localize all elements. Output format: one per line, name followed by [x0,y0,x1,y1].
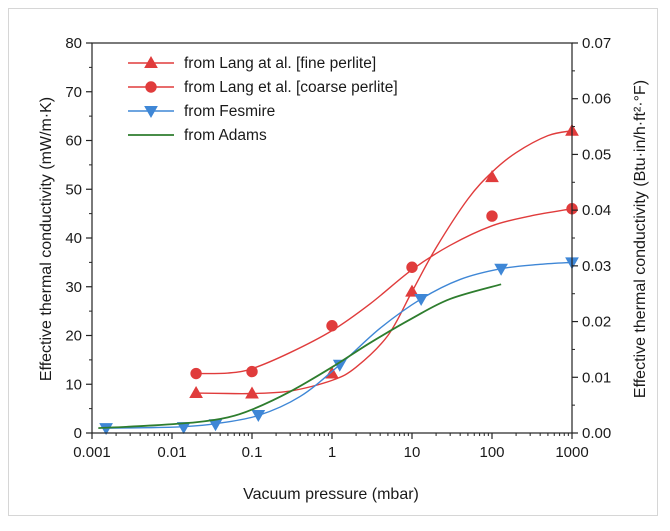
legend-marker-2 [145,81,157,93]
y2-tick-label: 0.01 [582,369,611,386]
x-tick-label: 0.001 [73,444,111,461]
legend-label-3: from Fesmire [184,103,275,120]
series-line-2 [196,208,573,375]
data-point-s1-4 [405,284,419,297]
data-point-s1-3 [325,366,339,379]
data-point-s2-4 [406,261,418,273]
x-tick-label: 100 [479,444,504,461]
y-tick-label: 80 [65,35,82,52]
y2-axis-title: Effective thermal conductivity (Btu·in/h… [632,80,649,398]
x-tick-label: 0.1 [242,444,263,461]
y-tick-label: 50 [65,181,82,198]
y-tick-label: 10 [65,376,82,393]
legend-marker-1 [144,55,158,68]
x-tick-label: 10 [404,444,421,461]
axes: 0.001 0.01 0.1 1 10 100 1000 0 10 20 30 40 50 60 70 80 0… [65,35,611,461]
x-tick-label: 1 [328,444,336,461]
legend: from Lang at al. [fine perlite] from Lang… [128,55,398,144]
y2-tick-label: 0.03 [582,258,611,275]
y-tick-label: 0 [74,425,82,442]
y2-tick-label: 0.04 [582,202,611,219]
figure-frame [8,8,658,516]
x-tick-label: 1000 [555,444,588,461]
data-point-s3-1 [99,423,113,436]
x-tick-label: 0.01 [157,444,186,461]
legend-label-2: from Lang et al. [coarse perlite] [184,79,398,96]
y2-tick-label: 0.06 [582,91,611,108]
legend-label-1: from Lang at al. [fine perlite] [184,55,376,72]
x-axis-title: Vacuum pressure (mbar) [243,486,419,503]
data-point-s3-7 [494,263,508,276]
data-point-s3-5 [332,359,347,372]
data-point-s1-5 [485,170,499,183]
data-point-s2-2 [246,365,258,378]
y-tick-label: 20 [65,328,82,345]
series-line-4 [98,283,502,430]
data-point-s3-4 [251,409,266,422]
y2-tick-label: 0.07 [582,35,611,52]
y2-tick-label: 0.00 [582,425,611,442]
data-point-s1-1 [189,386,203,399]
y-tick-label: 40 [65,230,82,247]
y-tick-label: 70 [65,84,82,101]
data-point-s3-6 [414,293,428,306]
y-axis-title: Effective thermal conductivity (mW/m·K) [38,97,55,381]
data-point-s2-1 [190,367,202,380]
data-point-s1-2 [245,386,259,399]
y2-tick-label: 0.02 [582,314,611,331]
data-point-s2-3 [326,320,338,332]
legend-marker-3 [144,106,158,119]
y-tick-label: 30 [65,279,82,296]
legend-label-4: from Adams [184,127,267,144]
y-tick-label: 60 [65,133,82,150]
y2-tick-label: 0.05 [582,146,611,163]
data-point-s2-5 [486,210,498,222]
